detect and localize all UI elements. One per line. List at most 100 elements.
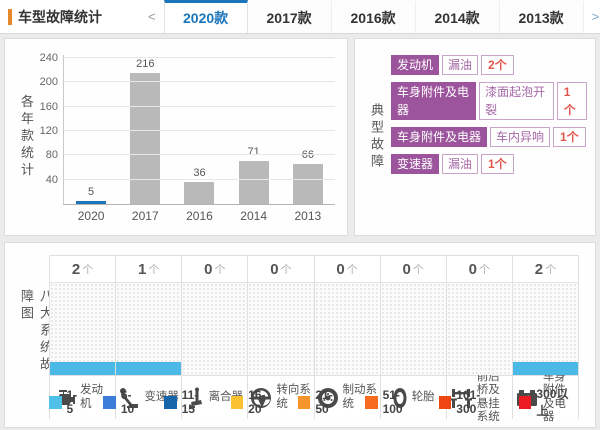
bar-2013: 66 2013 <box>292 149 323 223</box>
system-heat-bar <box>50 362 116 375</box>
bar-2020: 5 2020 <box>76 186 107 223</box>
brake-disc-icon <box>317 387 339 409</box>
fault-count-badge: 1个 <box>556 82 587 120</box>
x-axis-label: 2016 <box>186 209 213 223</box>
system-label-cell: 转向系统 <box>248 375 314 419</box>
system-count-suffix: 个 <box>478 264 490 276</box>
tab-2014款[interactable]: 2014款 <box>415 0 500 33</box>
fault-category-badge: 车身附件及电器 <box>391 127 488 147</box>
legend-swatch <box>365 395 378 409</box>
legend-label: 16-20 <box>248 388 266 416</box>
fault-issue-badge: 漏油 <box>442 154 479 174</box>
tab-2020款[interactable]: 2020款 <box>163 0 248 33</box>
legend-item: 51-100 <box>365 385 419 419</box>
system-count-suffix: 个 <box>545 264 557 276</box>
system-heat-cell <box>182 283 248 375</box>
tab-2013款[interactable]: 2013款 <box>499 0 584 33</box>
system-heat-cell <box>50 283 116 375</box>
steering-wheel-icon <box>250 387 272 409</box>
tabs-next-arrow[interactable]: > <box>591 9 600 24</box>
axle-suspension-icon <box>449 387 473 409</box>
system-label: 制动系统 <box>342 384 378 410</box>
system-heat-cell <box>116 283 182 375</box>
system-count-number: 0 <box>270 260 279 278</box>
system-column-转向系统: 0 个转向系统 <box>248 256 315 419</box>
bar-2017: 216 2017 <box>130 58 161 223</box>
fault-category-badge: 发动机 <box>391 55 440 75</box>
legend-swatch <box>164 395 177 409</box>
system-heat-bar <box>116 362 182 375</box>
bar-value-label: 216 <box>136 57 155 70</box>
gridline <box>64 81 335 83</box>
system-heat-cell <box>314 283 380 375</box>
page-title: 车型故障统计 <box>0 0 140 33</box>
system-column-轮胎: 0 个轮胎 <box>380 256 447 419</box>
systems-fault-panel: 八大系统故障图 2 个发动机 1 个变速器 0 个离合器 0 个转向系统 0 个制动系统 0 个轮胎 0… <box>4 242 596 428</box>
system-column-车身附件及电器: 2 个车身附件 及电器 <box>512 256 578 423</box>
bar-value-label: 36 <box>193 167 206 180</box>
legend-item: 11-15 <box>164 385 211 419</box>
fault-issue-badge: 车内异响 <box>490 127 551 147</box>
y-tick-label: 240 <box>39 52 58 65</box>
system-heat-cell <box>446 283 512 375</box>
system-heat-cell <box>512 283 578 375</box>
system-count-suffix: 个 <box>214 264 226 276</box>
y-tick-label: 80 <box>45 149 58 162</box>
system-label: 发动机 <box>80 384 103 410</box>
system-count-number: 1 <box>138 260 147 278</box>
y-tick-label: 160 <box>39 100 58 113</box>
yearly-stats-panel: 各年款统计 5 2020 216 2017 36 2016 71 2014 66 2013 40 8… <box>4 38 348 236</box>
system-count-suffix: 个 <box>280 264 292 276</box>
y-tick-label: 40 <box>45 173 58 186</box>
tab-2017款[interactable]: 2017款 <box>247 0 332 33</box>
legend-label: 300以上 <box>536 387 569 418</box>
system-column-离合器: 0 个离合器 <box>182 256 249 419</box>
typical-faults-list: 发动机 漏油 2个 车身附件及电器 漆面起泡开裂 1个 车身附件及电器 车内异响 1个 变速器 漏油… <box>391 55 587 181</box>
y-tick-label: 200 <box>39 76 58 89</box>
count-range-legend: 1-5 6-10 11-15 16-20 21-50 51-100 101-300 300以上 <box>49 385 579 419</box>
system-count-number: 2 <box>71 260 81 278</box>
legend-item: 16-20 <box>230 385 278 419</box>
bar-2014: 71 2014 <box>238 146 269 223</box>
system-label: 轮胎 <box>411 390 435 403</box>
x-axis-label: 2017 <box>131 209 159 223</box>
legend-item: 101-300 <box>438 385 499 419</box>
system-column-变速器: 1 个变速器 <box>116 256 183 419</box>
fault-issue-badge: 漏油 <box>442 55 479 75</box>
year-tabs: 2020款 2017款 2016款 2014款 2013款 <box>163 0 584 33</box>
legend-item: 21-50 <box>297 385 345 419</box>
legend-label: 11-15 <box>181 388 199 416</box>
tab-2016款[interactable]: 2016款 <box>331 0 416 33</box>
title-accent-bar <box>8 8 12 25</box>
legend-label: 101-300 <box>456 388 481 416</box>
legend-item: 300以上 <box>518 385 579 419</box>
gridline <box>64 130 335 132</box>
gridline <box>64 105 335 107</box>
main-content: 各年款统计 5 2020 216 2017 36 2016 71 2014 66 2013 40 8… <box>0 34 600 428</box>
system-heat-cell <box>248 283 314 375</box>
gearshift-icon <box>118 387 140 409</box>
system-count-suffix: 个 <box>82 264 94 276</box>
system-label: 转向系统 <box>276 384 311 410</box>
system-column-发动机: 2 个发动机 <box>50 256 117 419</box>
legend-label: 6-10 <box>120 388 135 416</box>
legend-swatch <box>49 395 62 409</box>
system-column-前后桥及悬挂系统: 0 个前后桥及 悬挂系统 <box>446 256 513 423</box>
legend-label: 51-100 <box>382 388 403 416</box>
fault-issue-badge: 漆面起泡开裂 <box>479 82 554 120</box>
system-heat-bar <box>512 362 578 375</box>
legend-swatch <box>103 395 116 409</box>
gridline <box>64 154 335 156</box>
system-label-cell: 车身附件 及电器 <box>512 371 578 423</box>
tabs-prev-arrow[interactable]: < <box>148 9 156 24</box>
fault-count-badge: 2个 <box>481 55 514 75</box>
chart-axis-title: 各年款统计 <box>19 94 34 180</box>
